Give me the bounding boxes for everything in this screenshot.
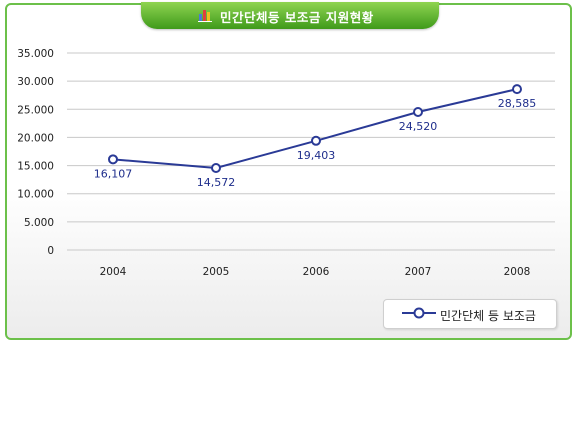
y-axis-ticks: 35.000 30.000 25.000 20.000 15.000 10.000 5.00… [17, 48, 54, 257]
title-tab [141, 2, 439, 29]
bar-chart-icon [198, 10, 212, 22]
y-tick-label: 10.000 [17, 189, 54, 201]
legend-marker [402, 307, 436, 319]
chart-panel [5, 3, 572, 340]
legend-label: 민간단체 등 보조금 [440, 309, 536, 323]
series-layer: 16,107 14,572 19,403 24,520 28,585 [94, 84, 537, 189]
y-tick-label: 5.000 [24, 217, 54, 229]
chart-title: 민간단체등 보조금 지원현황 [220, 10, 374, 25]
data-point [108, 154, 118, 165]
data-point [413, 106, 423, 117]
x-tick-label: 2005 [203, 266, 230, 278]
data-label: 16,107 [94, 167, 133, 180]
y-tick-label: 15.000 [17, 161, 54, 173]
data-point [512, 84, 522, 95]
data-label: 24,520 [399, 120, 438, 133]
x-tick-label: 2004 [100, 266, 127, 278]
y-tick-label: 35.000 [17, 48, 54, 60]
x-tick-label: 2006 [303, 266, 330, 278]
y-tick-label: 25.000 [17, 104, 54, 116]
grid-lines [67, 52, 555, 251]
data-point [211, 162, 221, 173]
data-point [311, 135, 321, 146]
data-label: 28,585 [498, 97, 537, 110]
y-tick-label: 0 [47, 245, 54, 257]
y-tick-label: 20.000 [17, 132, 54, 144]
x-tick-label: 2008 [504, 266, 531, 278]
y-tick-label: 30.000 [17, 76, 54, 88]
data-label: 14,572 [197, 176, 236, 189]
data-label: 19,403 [297, 149, 336, 162]
x-axis-ticks: 2004 2005 2006 2007 2008 [100, 266, 531, 278]
x-tick-label: 2007 [405, 266, 432, 278]
